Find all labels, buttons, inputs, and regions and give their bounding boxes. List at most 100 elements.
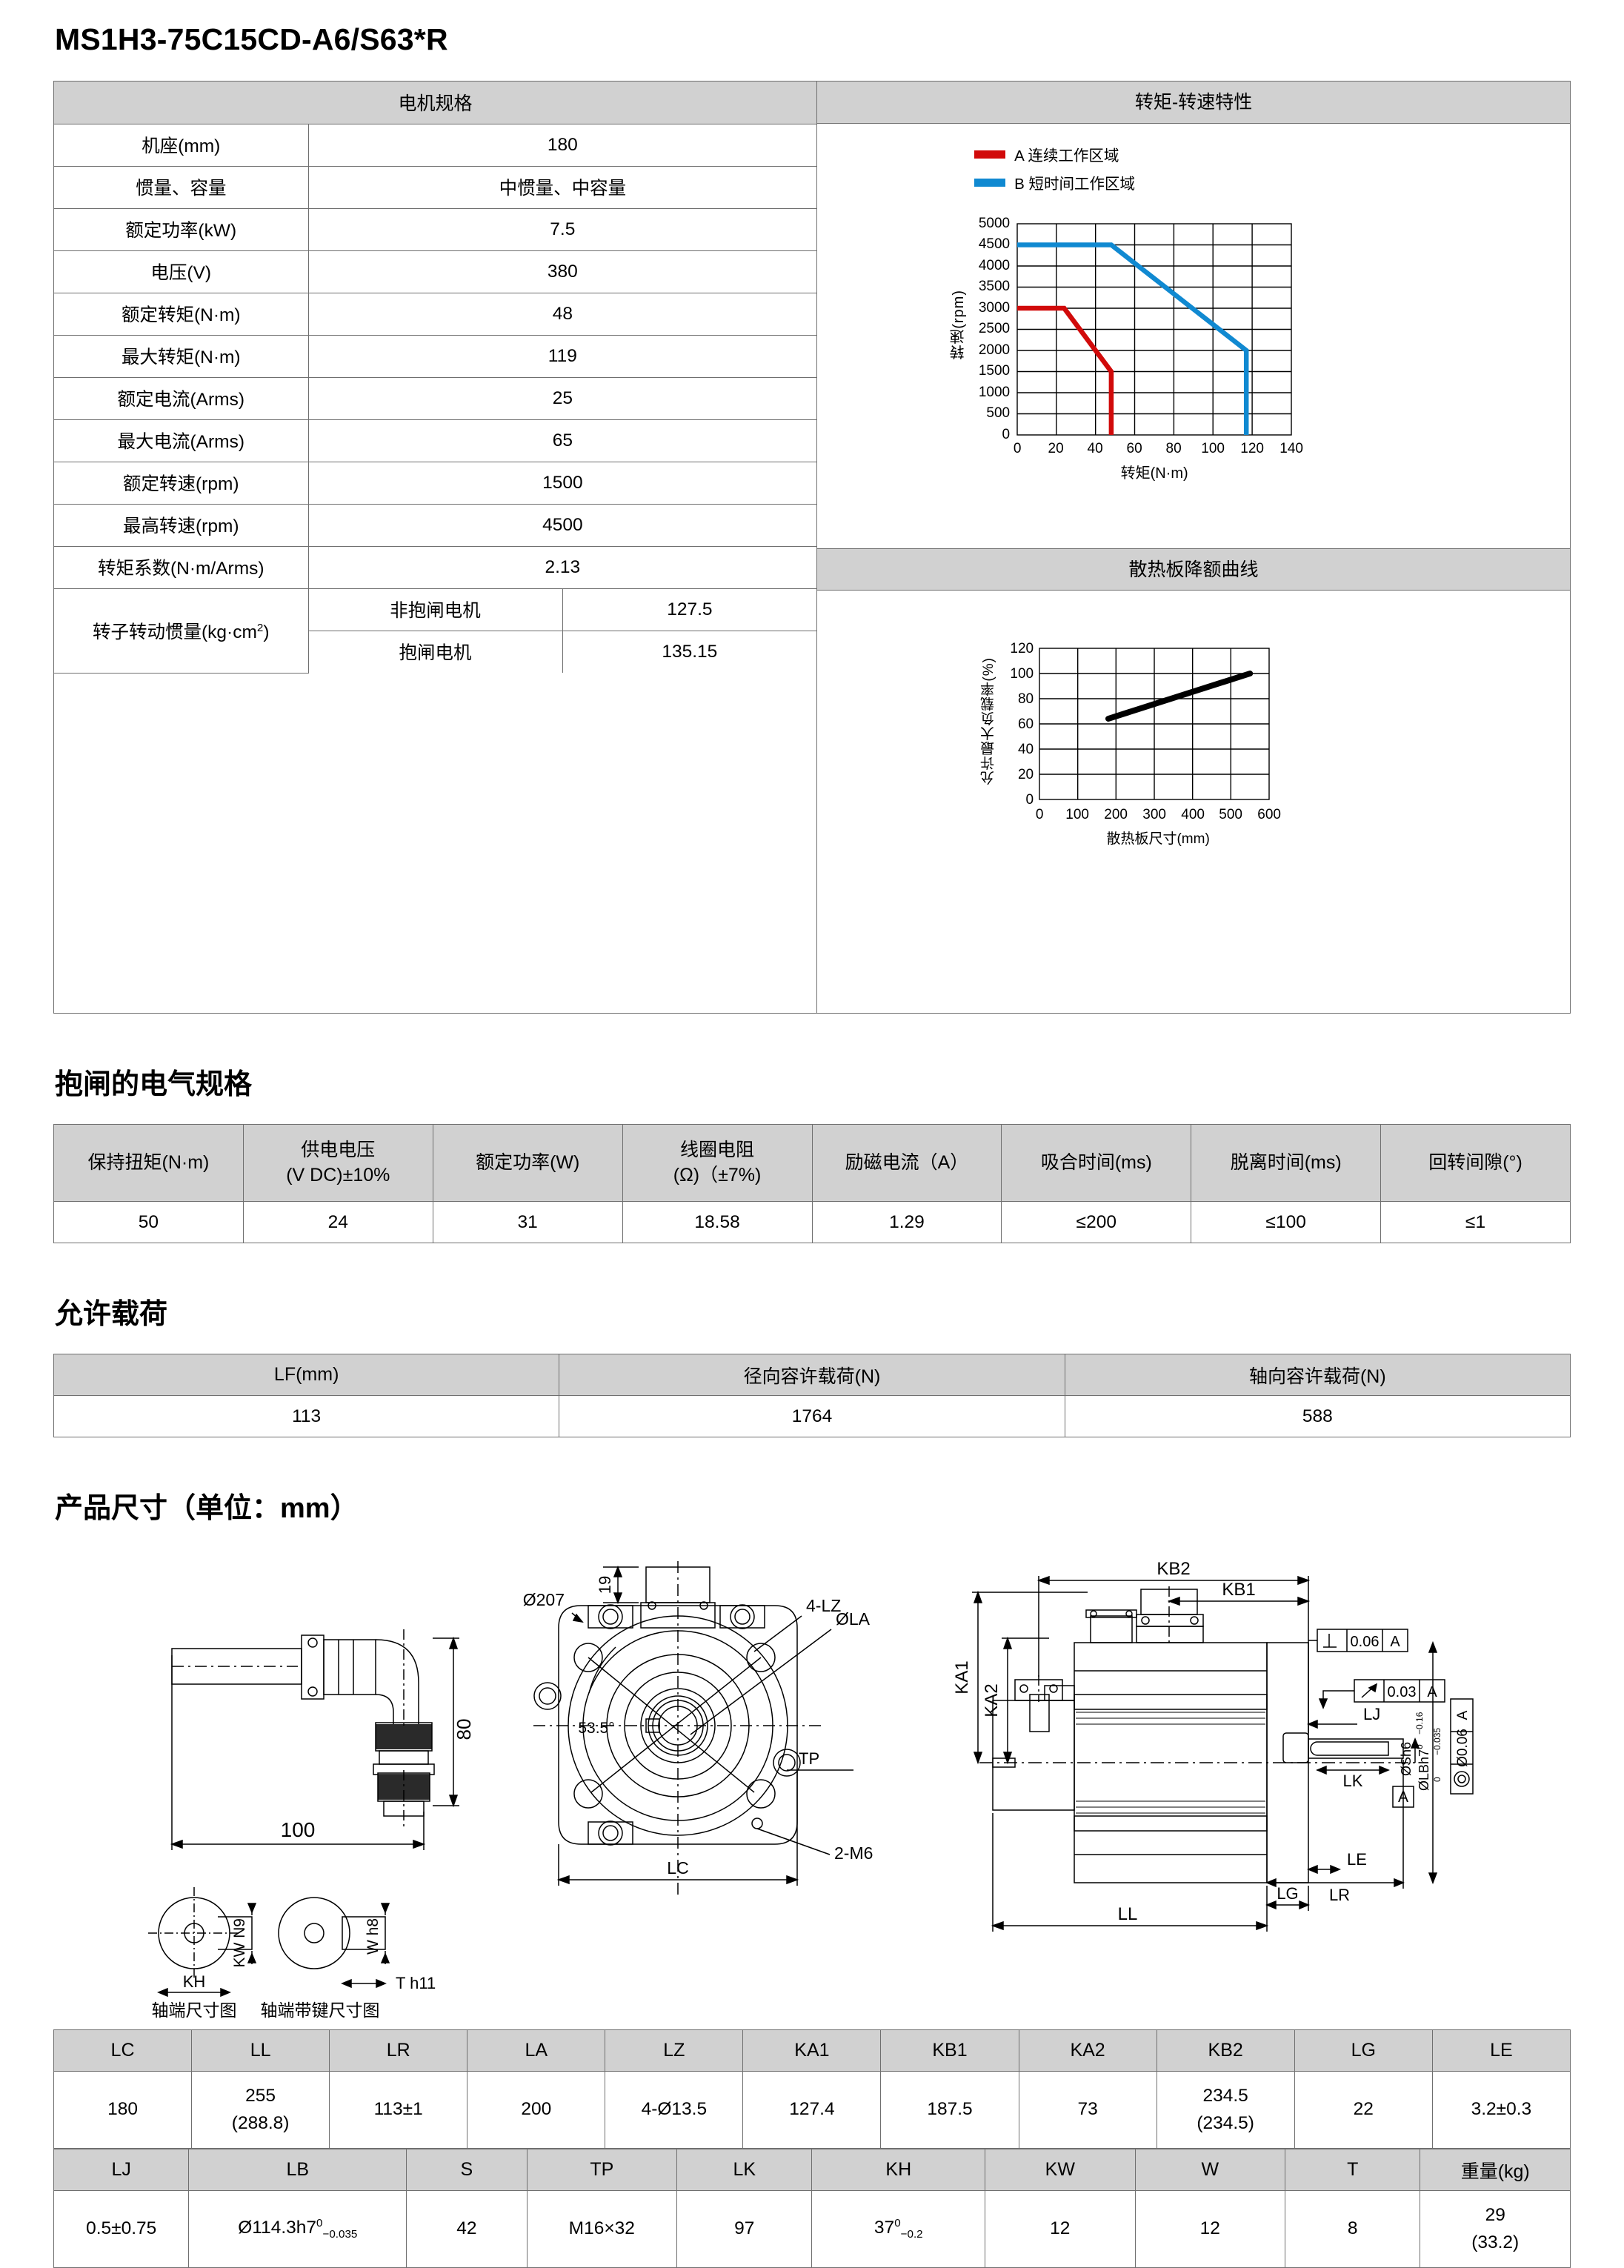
dim-value: 73 xyxy=(1018,2071,1157,2149)
front-angle-label: 53.5° xyxy=(578,1720,614,1737)
side-le-label: LE xyxy=(1347,1850,1367,1869)
y-tick: 80 xyxy=(1017,691,1034,707)
connector-width-label: 100 xyxy=(281,1818,316,1841)
table-row: 转子转动惯量(kg·cm2) 非抱闸电机 127.5 xyxy=(54,588,817,674)
spec-value: 65 xyxy=(308,419,817,462)
brake-header: 供电电压 (V DC)±10% xyxy=(242,1124,433,1202)
dim-value: 42 xyxy=(406,2190,528,2268)
brake-value: 50 xyxy=(53,1201,244,1243)
table-row: 最大电流(Arms) 65 xyxy=(54,419,817,462)
dim-header: LB xyxy=(188,2149,407,2191)
table-row: 惯量、容量 中惯量、中容量 xyxy=(54,166,817,209)
side-ll-label: LL xyxy=(1118,1904,1138,1924)
dim-value: M16×32 xyxy=(526,2190,678,2268)
y-tick: 0 xyxy=(1025,792,1034,808)
brake-value: ≤100 xyxy=(1191,1201,1382,1243)
dim-value: 200 xyxy=(467,2071,606,2149)
dim-header: LJ xyxy=(53,2149,190,2191)
y-tick: 60 xyxy=(1017,716,1034,732)
dim-value: 29 (33.2) xyxy=(1420,2190,1571,2268)
dim-header: KA1 xyxy=(742,2029,882,2072)
spec-value: 4500 xyxy=(308,504,817,547)
x-tick: 60 xyxy=(1126,441,1142,456)
x-tick: 80 xyxy=(1165,441,1182,456)
brake-header: 励磁电流（A） xyxy=(811,1124,1002,1202)
dim-value: 187.5 xyxy=(880,2071,1019,2149)
drawing-canvas: 80 100 xyxy=(148,1559,1474,2020)
front-bore-label: ØLA xyxy=(836,1609,871,1629)
spec-label: 额定转速(rpm) xyxy=(54,462,309,505)
front-screws-label: 2-M6 xyxy=(834,1843,873,1863)
side-lg-label: LG xyxy=(1277,1884,1298,1903)
x-tick: 200 xyxy=(1104,807,1128,822)
brake-value: ≤1 xyxy=(1380,1201,1571,1243)
spec-value: 中惯量、中容量 xyxy=(308,166,817,209)
table-row: 机座(mm) 180 xyxy=(54,124,817,167)
x-axis-label: 散热板尺寸(mm) xyxy=(1106,831,1210,847)
table-header-row: LF(mm) 径向容许载荷(N) 轴向容许载荷(N) xyxy=(53,1354,1571,1396)
spec-sublabel: 抱闸电机 xyxy=(308,631,563,673)
dim-header: LA xyxy=(467,2029,606,2072)
table-row: 额定转速(rpm) 1500 xyxy=(54,462,817,505)
dim-value: 0.5±0.75 xyxy=(53,2190,190,2268)
t-label: T h11 xyxy=(396,1974,436,1992)
shaft-end-detail-right: W h8 T h11 轴端带键尺寸图 xyxy=(261,1897,436,2020)
motor-spec-table: 电机规格 机座(mm) 180 惯量、容量 中惯量、中容量 额定功率(kW) 7.5 … xyxy=(54,82,817,1013)
side-lr-label: LR xyxy=(1329,1886,1350,1904)
load-value: 588 xyxy=(1064,1395,1571,1437)
dim-header: KH xyxy=(811,2149,986,2191)
front-view: 19 xyxy=(523,1561,873,1896)
dim-header: KB2 xyxy=(1156,2029,1295,2072)
side-view: KB2 KB1 KA1 KA2 xyxy=(952,1559,1474,1932)
side-ka1-label: KA1 xyxy=(952,1660,972,1694)
dim-value: 8 xyxy=(1285,2190,1421,2268)
table-header-row: LJ LB S TP LK KH KW W T 重量(kg) xyxy=(53,2149,1571,2191)
spec-value: 2.13 xyxy=(308,546,817,589)
series-a-curve xyxy=(1017,305,1114,435)
derating-plot xyxy=(1039,648,1270,800)
table-row: 电压(V) 380 xyxy=(54,250,817,293)
spec-label: 额定电流(Arms) xyxy=(54,377,309,420)
x-tick: 600 xyxy=(1257,807,1281,822)
y-tick: 4000 xyxy=(978,258,1011,273)
table-row: 180 255 (288.8) 113±1 200 4-Ø13.5 127.4 1… xyxy=(53,2071,1571,2149)
x-tick: 40 xyxy=(1087,441,1103,456)
dim-header: LC xyxy=(53,2029,193,2072)
dim-value: 180 xyxy=(53,2071,193,2149)
series-b-curve xyxy=(1017,242,1249,435)
chart-legend: A 连续工作区域 B 短时间工作区域 xyxy=(974,143,1135,199)
x-tick: 400 xyxy=(1181,807,1205,822)
spec-label: 惯量、容量 xyxy=(54,166,309,209)
kw-label: KW N9 xyxy=(231,1918,248,1968)
gdt-concentricity: Ø0.06 A xyxy=(1450,1698,1474,1795)
y-tick: 3000 xyxy=(978,300,1011,316)
y-tick: 1500 xyxy=(978,363,1011,379)
spec-value: 180 xyxy=(308,124,817,167)
y-tick: 3500 xyxy=(978,279,1011,294)
spec-value: 1500 xyxy=(308,462,817,505)
y-tick: 2000 xyxy=(978,342,1011,358)
front-holes-label: 4-LZ xyxy=(806,1596,841,1615)
front-lc-label: LC xyxy=(667,1858,688,1878)
x-tick: 140 xyxy=(1279,441,1303,456)
side-kb2-label: KB2 xyxy=(1157,1559,1190,1579)
dim-header: KB1 xyxy=(880,2029,1019,2072)
y-tick: 40 xyxy=(1017,742,1034,757)
dim-value: 255 (288.8) xyxy=(191,2071,330,2149)
dim-value: 234.5 (234.5) xyxy=(1156,2071,1295,2149)
y-tick: 100 xyxy=(1010,666,1034,682)
w-label: W h8 xyxy=(365,1918,382,1955)
brake-value: 31 xyxy=(432,1201,623,1243)
dim-header: LK xyxy=(676,2149,813,2191)
y-tick: 20 xyxy=(1017,767,1034,782)
brake-value: 24 xyxy=(242,1201,433,1243)
y-tick: 120 xyxy=(1010,641,1034,656)
spec-value: 127.5 xyxy=(562,588,817,631)
connector-view: 80 100 xyxy=(170,1629,475,1850)
product-dimension-drawings: 80 100 xyxy=(53,1548,1571,2022)
spec-value: 7.5 xyxy=(308,208,817,251)
derating-chart: 允许最大负载率(%) 散热板尺寸(mm) 120 100 80 60 40 20… xyxy=(817,591,1570,1013)
front-tp-label: TP xyxy=(799,1749,819,1768)
datum-a-label: A xyxy=(1398,1789,1408,1806)
table-row: 0.5±0.75 Ø114.3h70−0.035 42 M16×32 97 37… xyxy=(53,2190,1571,2268)
